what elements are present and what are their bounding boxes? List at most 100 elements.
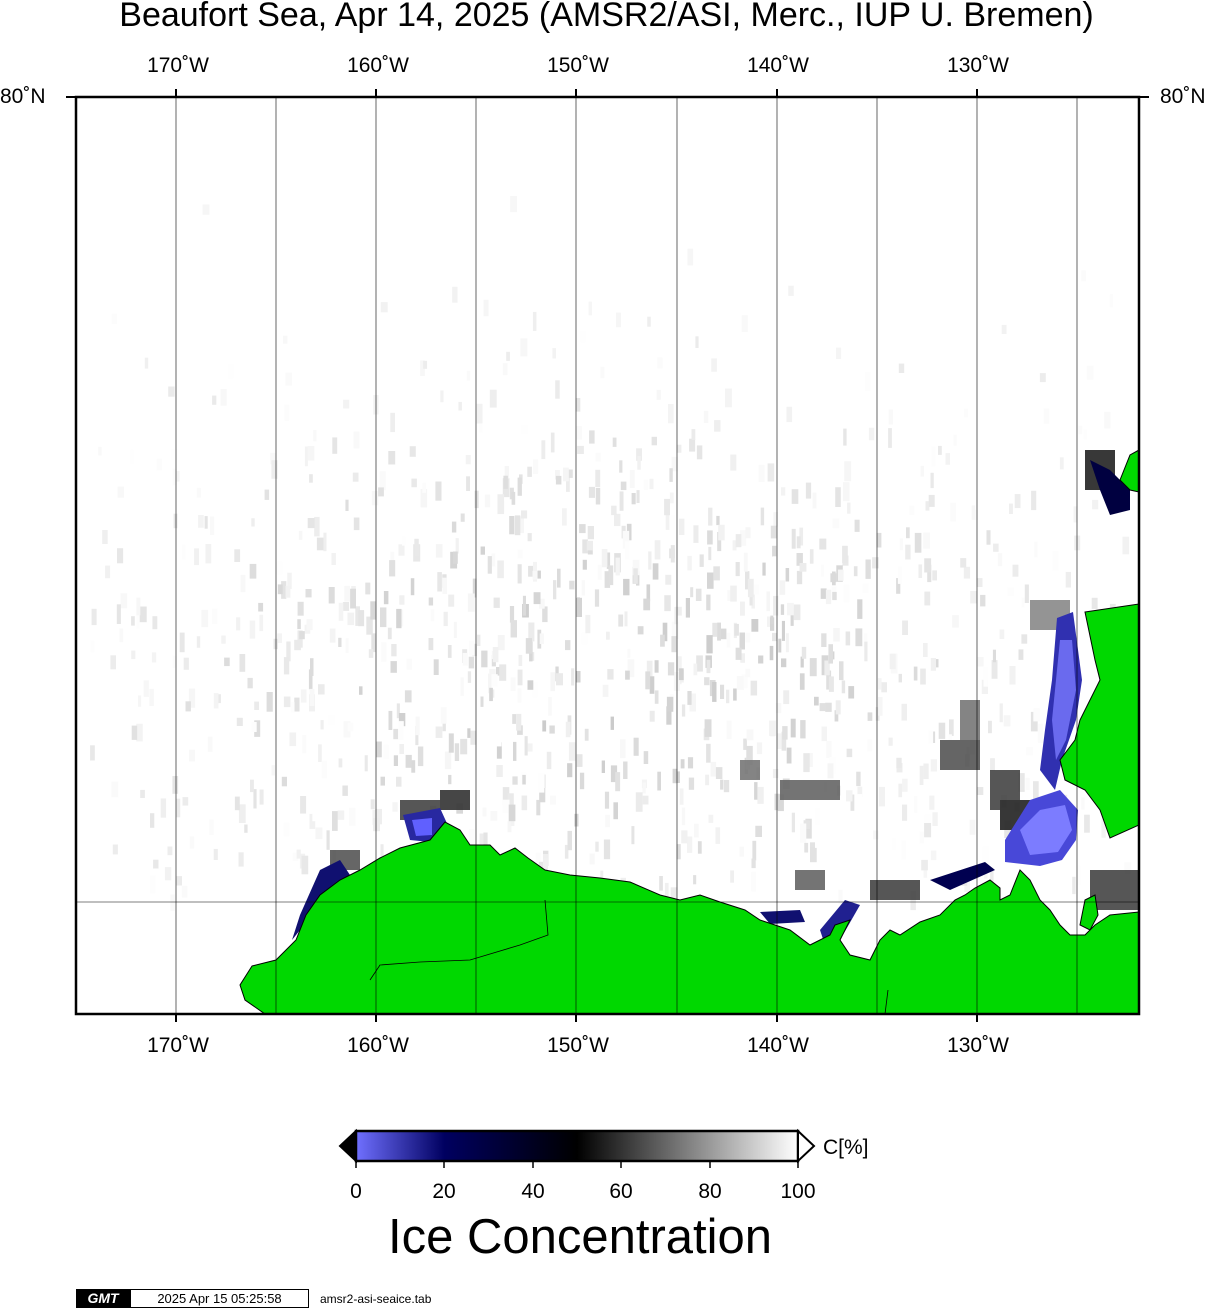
ice-speckle-cell (726, 689, 730, 704)
ice-speckle-cell (735, 534, 742, 548)
ice-speckle-cell (297, 619, 301, 630)
ice-speckle-cell (1024, 584, 1029, 603)
ice-speckle-cell (671, 621, 679, 640)
ice-speckle-cell (489, 389, 497, 408)
ice-speckle-cell (705, 774, 710, 786)
ice-speckle-cell (878, 786, 885, 807)
ice-speckle-cell (616, 312, 621, 328)
ice-speckle-cell (750, 680, 758, 696)
ice-speckle-cell (862, 583, 869, 594)
ice-speckle-cell (872, 557, 879, 569)
ice-speckle-cell (1078, 425, 1083, 435)
ice-speckle-cell (649, 710, 655, 722)
ice-speckle-cell (503, 475, 508, 489)
ice-speckle-cell (378, 487, 384, 497)
ice-speckle-cell (755, 825, 762, 837)
ice-speckle-cell (266, 692, 273, 712)
ice-speckle-cell (743, 738, 747, 750)
ice-speckle-cell (821, 726, 827, 742)
ice-speckle-cell (627, 659, 635, 678)
ice-speckle-cell (555, 475, 562, 485)
ice-speckle-cell (801, 646, 807, 659)
ice-speckle-cell (1021, 597, 1025, 608)
ice-speckle-cell (565, 721, 571, 738)
ice-speckle-cell (468, 829, 475, 846)
ice-speckle-cell (527, 466, 532, 477)
ice-speckle-cell (531, 533, 537, 549)
ice-speckle-cell (739, 632, 745, 650)
ice-speckle-cell (491, 553, 496, 567)
ice-speckle-cell (844, 461, 852, 482)
ice-speckle-cell (221, 635, 226, 644)
ice-speckle-cell (857, 786, 863, 798)
ice-speckle-cell (183, 657, 189, 670)
ice-speckle-cell (783, 690, 790, 705)
ice-speckle-cell (212, 395, 217, 405)
ice-speckle-cell (1021, 634, 1028, 644)
ice-speckle-cell (796, 553, 803, 566)
ice-speckle-cell (664, 595, 671, 612)
ice-speckle-cell (342, 602, 350, 611)
ice-speckle-cell (679, 788, 684, 805)
ice-speckle-cell (502, 787, 510, 806)
ice-speckle-cell (595, 487, 601, 505)
ice-speckle-cell (448, 774, 452, 785)
ice-speckle-cell (301, 855, 309, 875)
ice-speckle-cell (236, 717, 243, 726)
ice-speckle-cell (430, 609, 435, 622)
ice-speckle-cell (758, 655, 764, 664)
ice-speckle-cell (781, 658, 787, 668)
gmt-logo: GMT (76, 1289, 130, 1308)
ice-speckle-cell (291, 702, 295, 713)
ice-speckle-cell (172, 468, 177, 486)
ice-speckle-cell (977, 787, 984, 795)
ice-speckle-cell (277, 584, 283, 595)
ice-speckle-cell (1086, 365, 1094, 380)
ice-speckle-cell (627, 648, 631, 658)
ice-speckle-cell (321, 760, 327, 779)
ice-speckle-cell (98, 446, 102, 456)
ice-speckle-cell (919, 831, 924, 844)
ice-speckle-cell (240, 574, 246, 593)
ice-speckle-cell (664, 498, 670, 516)
ice-speckle-cell (366, 616, 373, 635)
lon-label-top-170w: 170˚W (147, 54, 209, 77)
ice-speckle-cell (574, 813, 579, 827)
ice-speckle-cell (614, 513, 621, 527)
ice-speckle-cell (930, 850, 937, 861)
ice-speckle-cell (555, 470, 560, 480)
ice-speckle-cell (622, 530, 630, 549)
ice-speckle-cell (751, 590, 755, 609)
ice-speckle-cell (576, 754, 583, 767)
ice-speckle-cell (136, 723, 143, 742)
ice-speckle-cell (982, 846, 989, 864)
ice-speckle-cell (568, 742, 576, 761)
ice-speckle-cell (825, 702, 832, 712)
ice-speckle-cell (427, 742, 431, 753)
ice-speckle-cell (707, 572, 714, 589)
ice-speckle-cell (447, 683, 454, 695)
ice-speckle-cell (506, 351, 510, 361)
ice-speckle-cell (841, 680, 846, 694)
ice-speckle-cell (820, 588, 827, 599)
ice-speckle-cell (320, 720, 324, 730)
lon-label-top-160w: 160˚W (347, 54, 409, 77)
ice-speckle-cell (189, 836, 195, 849)
ice-speckle-cell (909, 505, 915, 515)
ice-speckle-cell (1033, 781, 1039, 800)
ice-speckle-cell (563, 467, 569, 482)
ice-speckle-cell (873, 830, 879, 840)
ice-speckle-cell (740, 530, 747, 546)
ice-speckle-cell (619, 460, 623, 473)
ice-speckle-cell (949, 719, 954, 736)
ice-speckle-cell (597, 564, 602, 580)
ice-speckle-cell (807, 753, 813, 767)
ice-speckle-cell (150, 875, 156, 894)
ice-speckle-cell (398, 544, 405, 556)
ice-speckle-cell (202, 204, 210, 215)
ice-speckle-cell (833, 628, 840, 642)
ice-speckle-cell (468, 656, 475, 669)
ice-speckle-cell (757, 786, 764, 804)
colorbar-title: Ice Concentration (387, 1210, 773, 1264)
ice-speckle-cell (259, 789, 264, 805)
